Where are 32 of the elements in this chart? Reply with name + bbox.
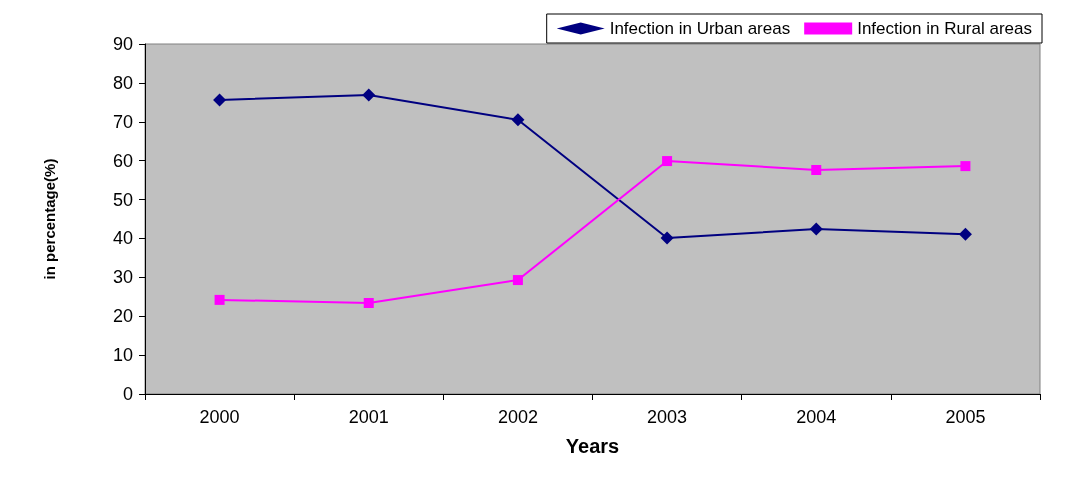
point: [958, 227, 972, 241]
x-axis-title: Years: [565, 435, 620, 457]
x-tick-label: 2005: [945, 407, 986, 427]
x-tick-label: 2000: [199, 407, 240, 427]
y-tick-label: 40: [112, 228, 133, 249]
legend-label: Infection in Urban areas: [609, 19, 791, 38]
point: [660, 231, 674, 245]
x-tick-label: 2003: [647, 407, 688, 427]
y-tick-label: 0: [122, 384, 133, 404]
y-tick-label: 90: [112, 34, 133, 54]
point: [809, 222, 823, 236]
point: [811, 165, 822, 175]
y-axis-title: in percentage(%): [41, 158, 58, 280]
y-tick-label: 80: [112, 72, 133, 93]
x-tick-label: 2004: [796, 407, 837, 427]
y-tick-label: 70: [112, 111, 133, 132]
x-tick-label: 2002: [497, 407, 538, 427]
point: [362, 88, 376, 102]
y-tick-label: 60: [112, 150, 133, 171]
x-tick-label: 2001: [348, 407, 389, 427]
y-tick-label: 10: [112, 345, 133, 366]
point: [511, 113, 525, 127]
point: [363, 298, 374, 308]
point: [662, 156, 673, 167]
point: [214, 294, 225, 305]
point: [213, 93, 227, 107]
y-tick-label: 20: [112, 306, 133, 327]
legend-label: Infection in Rural areas: [857, 19, 1033, 38]
point: [960, 161, 971, 172]
y-tick-label: 30: [112, 267, 133, 288]
point: [512, 275, 523, 286]
y-tick-label: 50: [112, 189, 133, 210]
